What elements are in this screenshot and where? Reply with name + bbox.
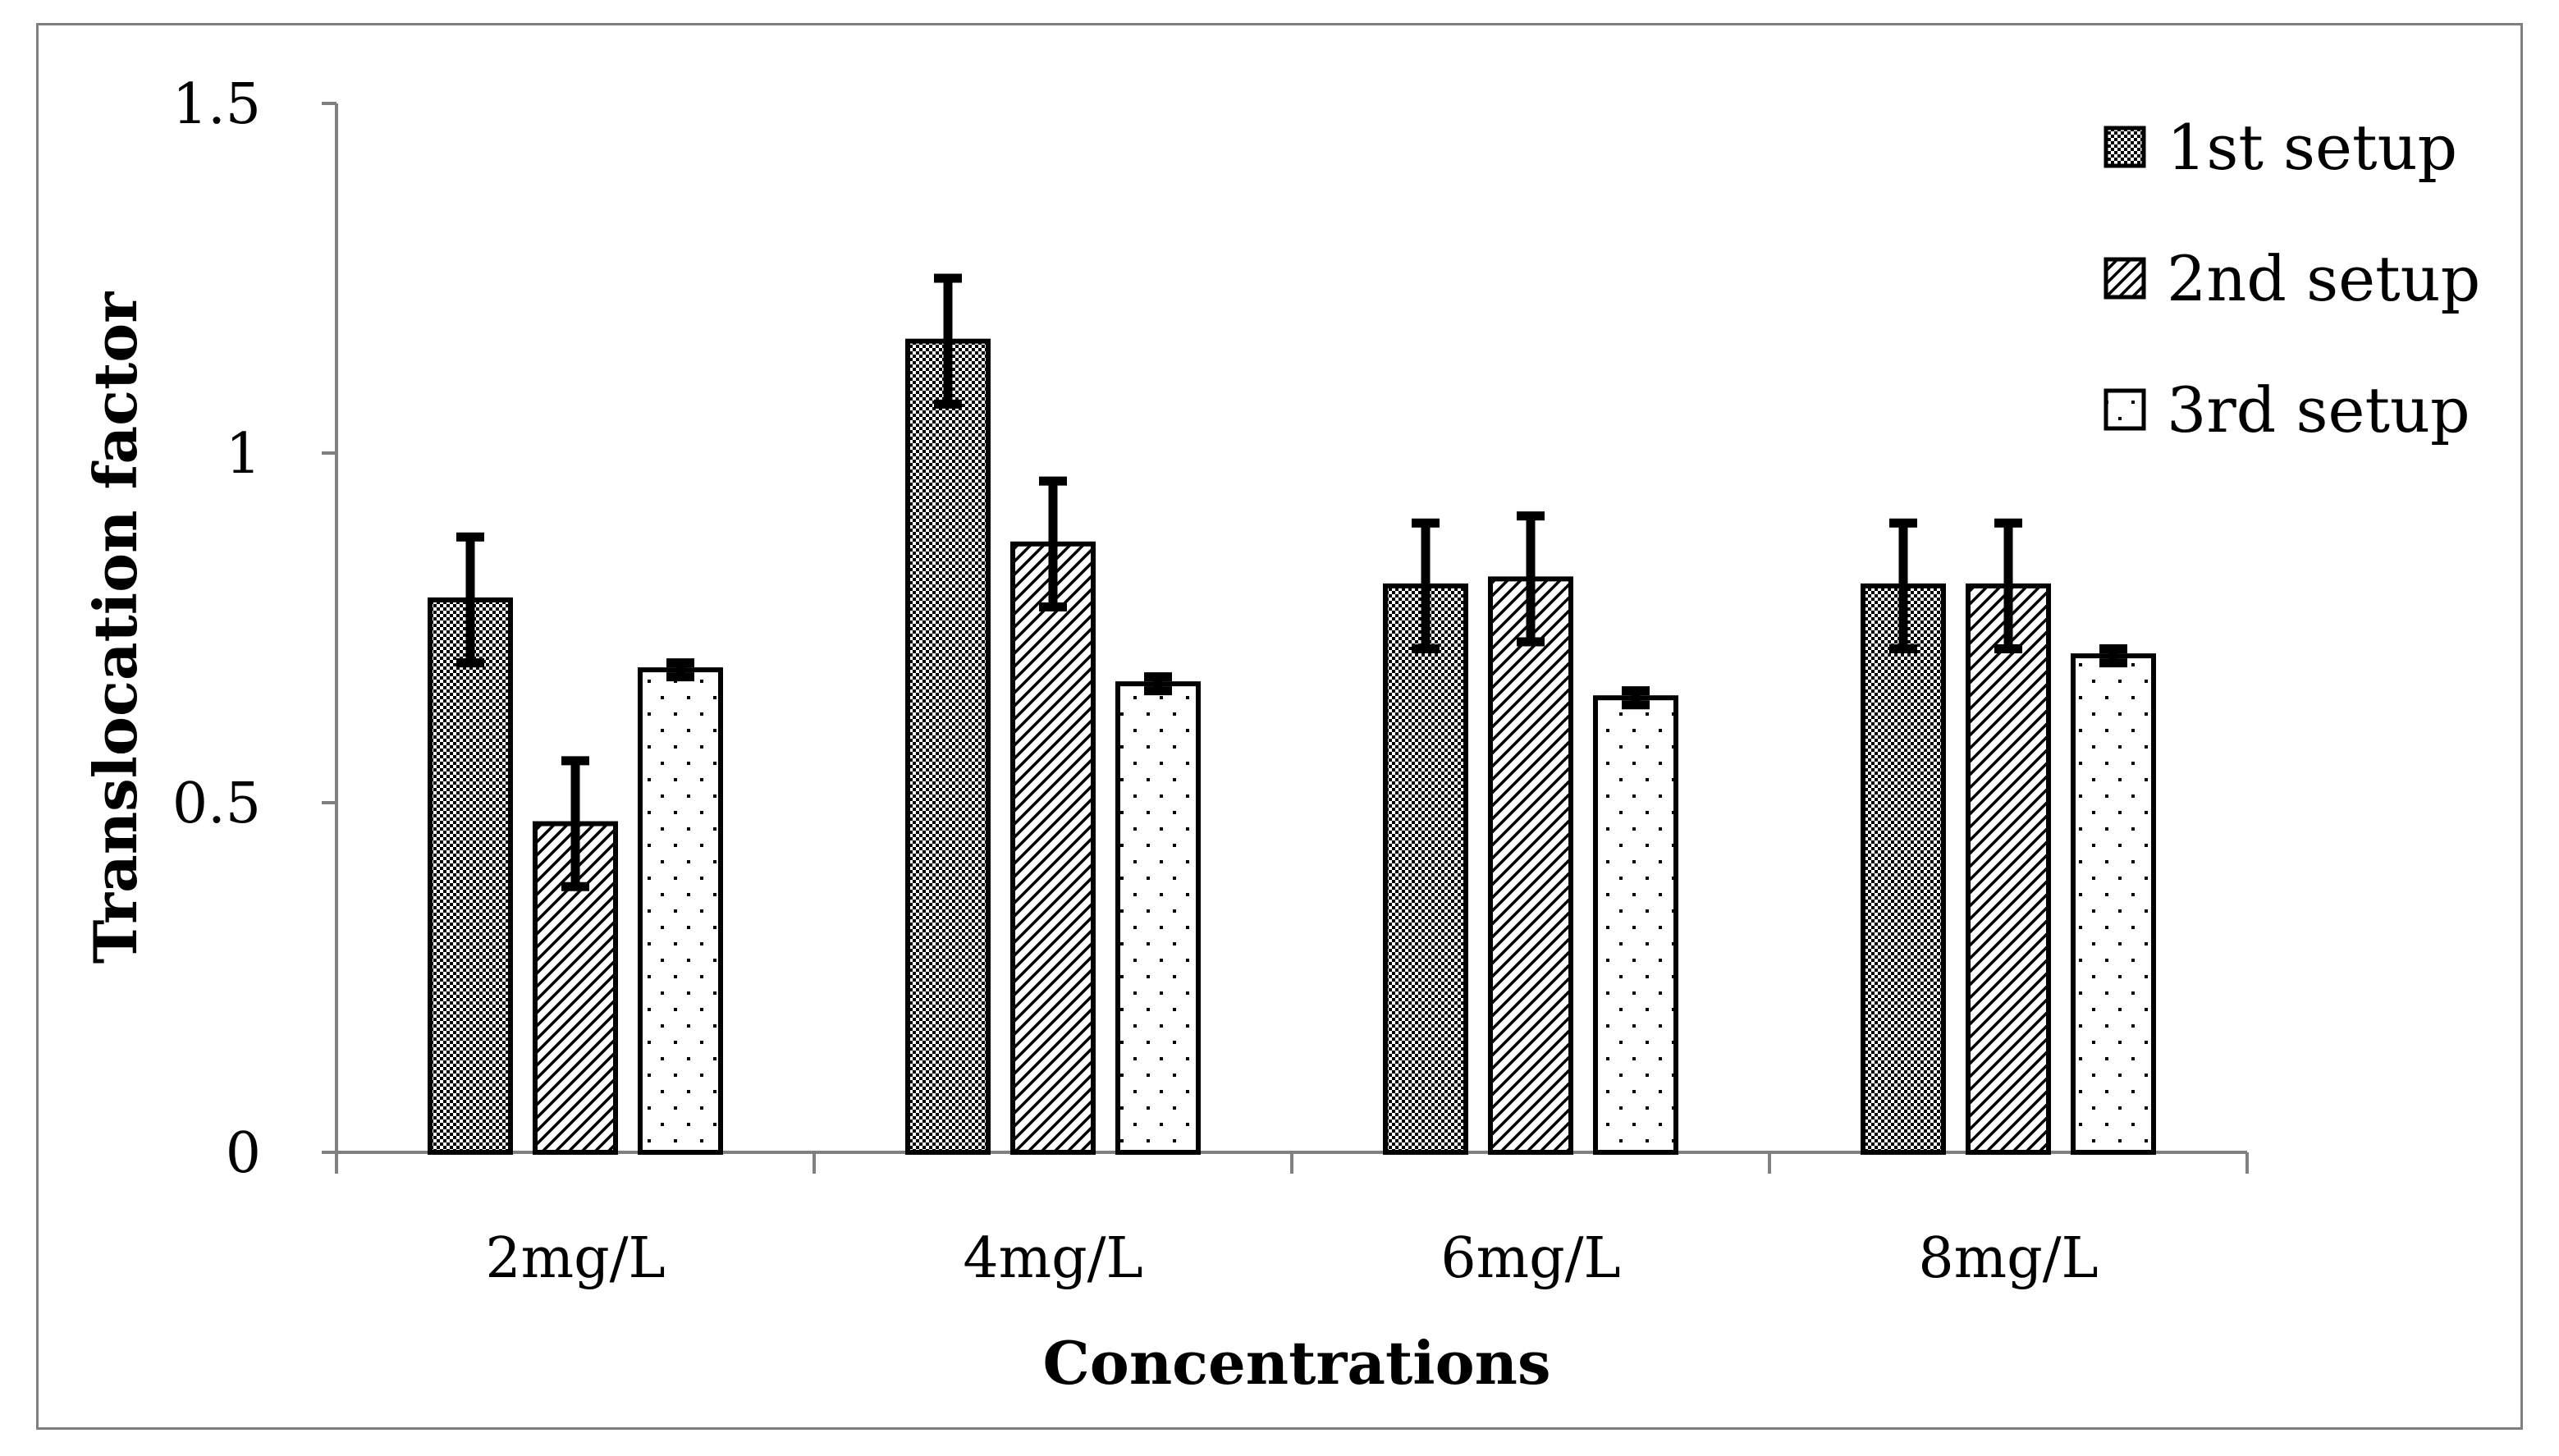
bar	[1488, 576, 1573, 1155]
bar	[1593, 695, 1678, 1155]
y-ticks: 0 0.5 1 1.5	[172, 72, 336, 1186]
x-tick-label: 6mg/L	[1440, 1226, 1620, 1291]
bars	[428, 338, 2156, 1155]
x-ticks: 2mg/L 4mg/L 6mg/L 8mg/L	[335, 1152, 2249, 1291]
error-bar	[2099, 644, 2127, 668]
legend-swatch	[2104, 257, 2146, 300]
error-bar	[934, 273, 962, 409]
error-bar	[456, 532, 484, 668]
legend-label: 3rd setup	[2167, 373, 2470, 446]
error-bar	[1994, 518, 2022, 654]
legend-label: 2nd setup	[2167, 242, 2480, 315]
x-tick-label: 2mg/L	[485, 1226, 665, 1291]
bar	[638, 667, 723, 1155]
error-bar	[1517, 511, 1545, 647]
error-bar	[1412, 518, 1440, 654]
bar	[2071, 653, 2156, 1155]
bar	[1966, 583, 2051, 1155]
legend-swatch	[2104, 388, 2146, 431]
bar	[905, 338, 991, 1155]
y-tick-label: 0.5	[172, 771, 261, 836]
error-bar	[561, 756, 589, 891]
legend-swatch	[2104, 126, 2146, 168]
bar	[1115, 681, 1201, 1155]
error-bar	[1144, 672, 1172, 696]
y-tick-label: 1	[226, 422, 261, 487]
x-tick-label: 4mg/L	[963, 1226, 1142, 1291]
error-bar	[1622, 686, 1650, 710]
bar	[428, 597, 513, 1155]
y-axis-title: Translocation factor	[80, 291, 150, 964]
x-tick-label: 8mg/L	[1918, 1226, 2098, 1291]
bar	[1383, 583, 1468, 1155]
legend-label: 1st setup	[2167, 111, 2457, 184]
x-axis-title: Concentrations	[1042, 1328, 1550, 1398]
error-bar	[666, 658, 694, 682]
y-tick-label: 0	[226, 1121, 261, 1186]
bar	[1010, 541, 1096, 1155]
bar	[1861, 583, 1946, 1155]
error-bars	[456, 273, 2127, 891]
error-bar	[1039, 476, 1067, 611]
error-bar	[1889, 518, 1917, 654]
legend: 1st setup 2nd setup 3rd setup	[2104, 111, 2480, 446]
y-tick-label: 1.5	[172, 72, 261, 137]
